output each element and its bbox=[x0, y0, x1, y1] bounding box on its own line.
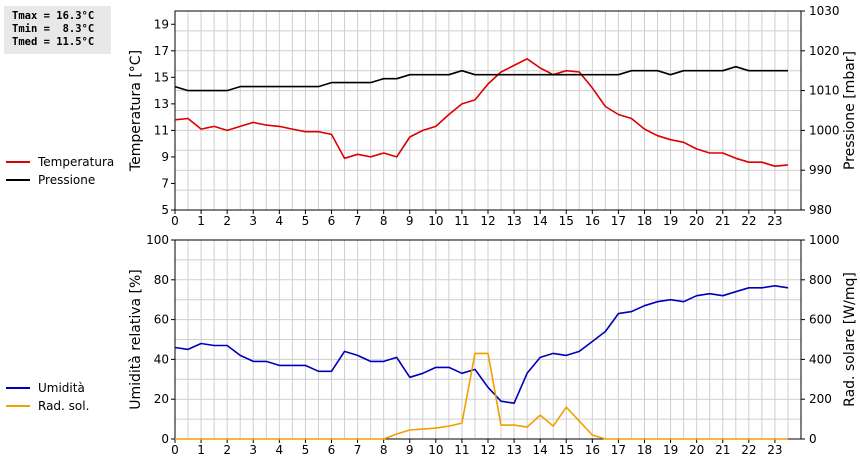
temp-x-tick-label: 20 bbox=[689, 214, 704, 228]
hum-x-tick-label: 6 bbox=[328, 443, 336, 457]
stat-tmax: Tmax = 16.3°C bbox=[12, 10, 95, 22]
stat-tmed: Tmed = 11.5°C bbox=[12, 36, 95, 48]
temp-x-tick-label: 0 bbox=[171, 214, 179, 228]
temp-x-tick-label: 15 bbox=[559, 214, 574, 228]
temp-x-tick-label: 16 bbox=[585, 214, 600, 228]
temp-x-tick-label: 5 bbox=[302, 214, 310, 228]
hum-y-tick-label: 40 bbox=[154, 352, 169, 366]
temp-x-tick-label: 8 bbox=[380, 214, 388, 228]
hum-y-tick-label: 0 bbox=[161, 432, 169, 446]
temp-y2-tick-label: 1000 bbox=[809, 123, 840, 137]
temp-legend-label-0: Temperatura bbox=[37, 155, 114, 169]
hum-x-tick-label: 13 bbox=[506, 443, 521, 457]
hum-x-tick-label: 12 bbox=[480, 443, 495, 457]
hum-x-tick-label: 7 bbox=[354, 443, 362, 457]
temp-y-tick-label: 9 bbox=[161, 150, 169, 164]
statistics-box: Tmax = 16.3°C Tmin = 8.3°C Tmed = 11.5°C bbox=[4, 6, 111, 54]
temp-x-tick-label: 9 bbox=[406, 214, 414, 228]
hum-y2-tick-label: 1000 bbox=[809, 233, 840, 247]
temp-x-tick-label: 21 bbox=[715, 214, 730, 228]
hum-x-tick-label: 14 bbox=[533, 443, 548, 457]
hum-legend-label-0: Umidità bbox=[38, 381, 85, 395]
hum-x-tick-label: 9 bbox=[406, 443, 414, 457]
hum-x-tick-label: 10 bbox=[428, 443, 443, 457]
hum-y2-tick-label: 0 bbox=[809, 432, 817, 446]
temp-series-line-1 bbox=[174, 65, 788, 92]
temp-y-tick-label: 7 bbox=[161, 176, 169, 190]
temp-y-tick-label: 15 bbox=[154, 70, 169, 84]
hum-x-tick-label: 0 bbox=[171, 443, 179, 457]
hum-series-line-1 bbox=[175, 352, 788, 440]
temp-x-tick-label: 4 bbox=[276, 214, 284, 228]
temp-y2-tick-label: 980 bbox=[809, 203, 832, 217]
temp-y-tick-label: 13 bbox=[154, 97, 169, 111]
temp-x-tick-label: 2 bbox=[223, 214, 231, 228]
temp-x-tick-label: 3 bbox=[249, 214, 257, 228]
hum-x-tick-label: 1 bbox=[197, 443, 205, 457]
hum-x-tick-label: 17 bbox=[611, 443, 626, 457]
temp-y2-axis-title: Pressione [mbar] bbox=[842, 51, 858, 170]
hum-x-tick-label: 21 bbox=[715, 443, 730, 457]
hum-x-tick-label: 8 bbox=[380, 443, 388, 457]
temp-y2-tick-label: 1030 bbox=[809, 4, 840, 18]
hum-x-tick-label: 5 bbox=[302, 443, 310, 457]
hum-x-tick-label: 4 bbox=[276, 443, 284, 457]
hum-y-tick-label: 20 bbox=[154, 392, 169, 406]
hum-y-axis-title: Umidità relativa [%] bbox=[128, 269, 144, 410]
hum-x-tick-label: 3 bbox=[249, 443, 257, 457]
hum-x-tick-label: 16 bbox=[585, 443, 600, 457]
temp-y2-tick-label: 990 bbox=[809, 163, 832, 177]
temp-y-tick-label: 17 bbox=[154, 44, 169, 58]
temp-y-tick-label: 19 bbox=[154, 17, 169, 31]
hum-y-tick-label: 100 bbox=[146, 233, 169, 247]
hum-y2-tick-label: 800 bbox=[809, 273, 832, 287]
temp-x-tick-label: 17 bbox=[611, 214, 626, 228]
hum-y2-tick-label: 200 bbox=[809, 392, 832, 406]
hum-x-tick-label: 2 bbox=[223, 443, 231, 457]
temp-x-tick-label: 18 bbox=[637, 214, 652, 228]
hum-y-tick-label: 60 bbox=[154, 313, 169, 327]
hum-x-tick-label: 19 bbox=[663, 443, 678, 457]
hum-y2-tick-label: 600 bbox=[809, 313, 832, 327]
hum-x-tick-label: 18 bbox=[637, 443, 652, 457]
temp-x-tick-label: 1 bbox=[197, 214, 205, 228]
hum-x-tick-label: 22 bbox=[741, 443, 756, 457]
hum-y2-tick-label: 400 bbox=[809, 352, 832, 366]
temp-x-tick-label: 12 bbox=[480, 214, 495, 228]
hum-y2-axis-title: Rad. solare [W/mq] bbox=[842, 272, 858, 407]
hum-legend-label-1: Rad. sol. bbox=[38, 399, 89, 413]
temp-x-tick-label: 23 bbox=[767, 214, 782, 228]
temp-x-tick-label: 13 bbox=[506, 214, 521, 228]
temp-x-tick-label: 7 bbox=[354, 214, 362, 228]
hum-x-tick-label: 11 bbox=[454, 443, 469, 457]
temp-y-axis-title: Temperatura [°C] bbox=[128, 50, 144, 172]
temp-x-tick-label: 6 bbox=[328, 214, 336, 228]
temp-x-tick-label: 14 bbox=[533, 214, 548, 228]
stat-tmin: Tmin = 8.3°C bbox=[12, 23, 95, 35]
temp-series-line-0 bbox=[174, 57, 789, 167]
hum-x-tick-label: 20 bbox=[689, 443, 704, 457]
hum-y-tick-label: 80 bbox=[154, 273, 169, 287]
temp-y2-tick-label: 1010 bbox=[809, 84, 840, 98]
temp-y2-tick-label: 1020 bbox=[809, 44, 840, 58]
temp-x-tick-label: 19 bbox=[663, 214, 678, 228]
hum-x-tick-label: 15 bbox=[559, 443, 574, 457]
temp-x-tick-label: 11 bbox=[454, 214, 469, 228]
hum-series-line-0 bbox=[174, 284, 789, 405]
temp-y-tick-label: 5 bbox=[161, 203, 169, 217]
temp-x-tick-label: 22 bbox=[741, 214, 756, 228]
hum-x-tick-label: 23 bbox=[767, 443, 782, 457]
temp-y-tick-label: 11 bbox=[154, 123, 169, 137]
temp-x-tick-label: 10 bbox=[428, 214, 443, 228]
temp-legend-label-1: Pressione bbox=[38, 173, 95, 187]
